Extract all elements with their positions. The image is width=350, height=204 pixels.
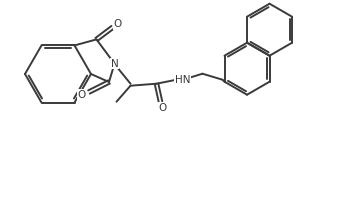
- Text: O: O: [158, 103, 167, 113]
- Text: N: N: [111, 59, 118, 69]
- Text: O: O: [113, 19, 122, 29]
- Text: HN: HN: [175, 75, 190, 85]
- Text: O: O: [78, 90, 86, 100]
